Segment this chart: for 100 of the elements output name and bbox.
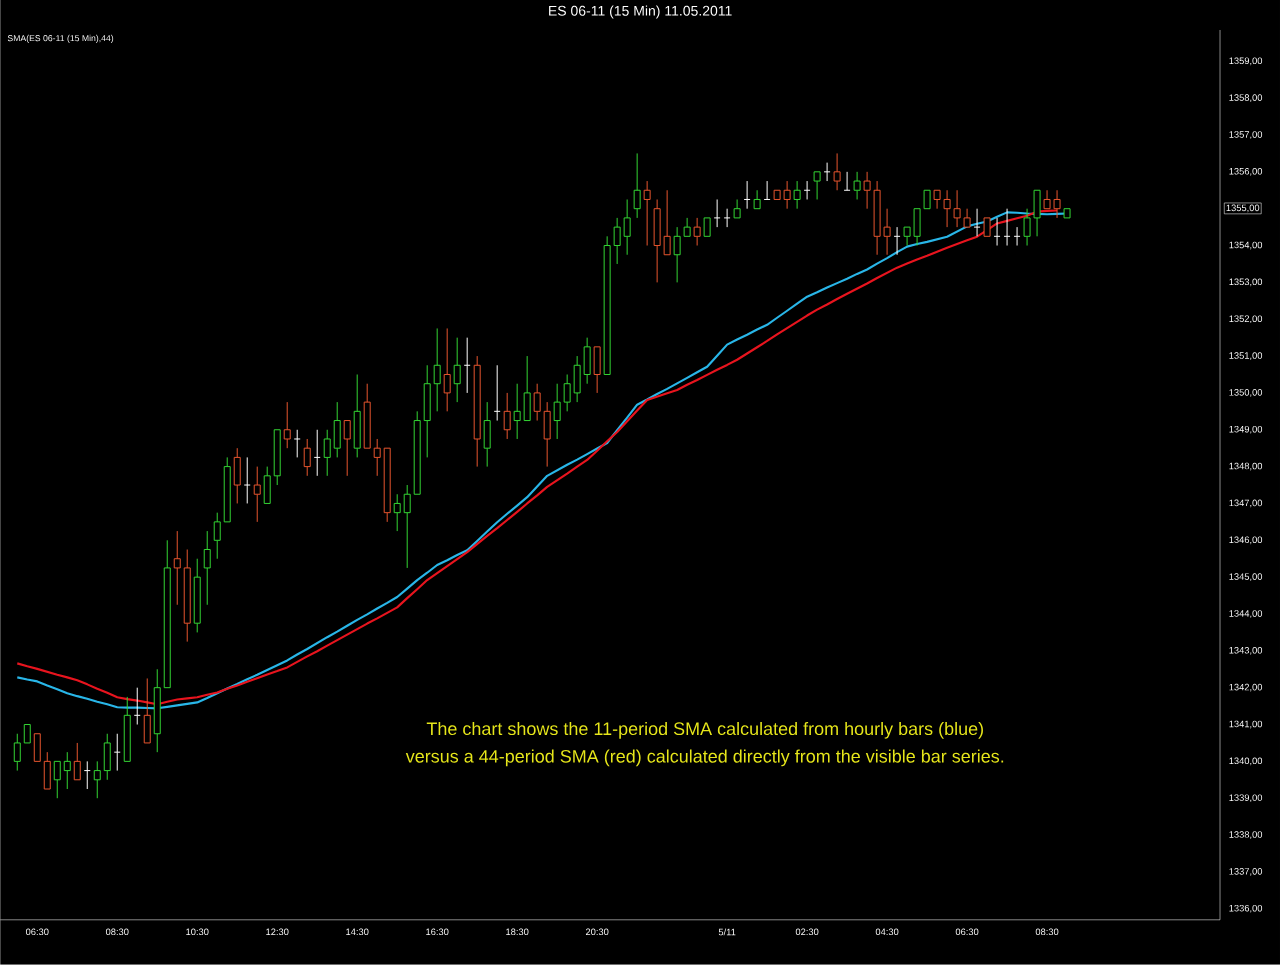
candlestick <box>863 171 871 210</box>
candlestick <box>753 189 761 210</box>
candlestick <box>773 189 781 201</box>
candlestick <box>183 549 191 643</box>
candlestick <box>413 410 421 495</box>
candlestick <box>813 171 821 201</box>
y-tick-label: 1357,00 <box>1229 131 1263 139</box>
candlestick <box>513 383 521 440</box>
candlestick <box>253 466 261 523</box>
candlestick <box>853 171 861 201</box>
candlestick <box>493 364 501 422</box>
candlestick <box>593 346 601 394</box>
candlestick <box>43 751 51 790</box>
candlestick <box>803 180 811 201</box>
y-tick-label: 1347,00 <box>1229 499 1263 508</box>
y-tick-label: 1342,00 <box>1229 683 1263 692</box>
candlestick <box>913 208 921 247</box>
x-tick-label: 08:30 <box>1035 928 1059 936</box>
candlestick <box>143 678 151 744</box>
candlestick <box>783 180 791 210</box>
candlestick <box>383 447 391 523</box>
candlestick <box>1023 208 1031 247</box>
candlestick <box>583 337 591 385</box>
y-tick-label: 1339,00 <box>1229 794 1263 803</box>
y-tick-label: 1346,00 <box>1229 536 1263 545</box>
candlestick <box>303 438 311 477</box>
candlestick <box>543 401 551 468</box>
candlestick <box>153 668 161 753</box>
candlestick <box>943 189 951 228</box>
candlestick <box>613 217 621 265</box>
candlestick <box>23 724 31 744</box>
y-tick-label: 1352,00 <box>1229 315 1263 324</box>
candlestick <box>263 466 271 505</box>
candlestick <box>323 429 331 477</box>
candlestick <box>1043 189 1051 210</box>
candlestick <box>293 429 301 458</box>
candlestick <box>233 447 241 505</box>
candlestick <box>173 530 181 606</box>
x-tick-label: 20:30 <box>585 928 609 936</box>
candlestick <box>473 355 481 468</box>
annotation: The chart shows the 11-period SMA calculated from hourly bars (blue) <box>426 721 983 739</box>
candlestick <box>203 530 211 606</box>
candlestick <box>983 217 991 237</box>
candlestick <box>843 171 851 191</box>
candlestick <box>703 217 711 237</box>
candlestick <box>313 429 321 477</box>
y-tick-label: 1345,00 <box>1229 573 1263 582</box>
candlestick <box>453 337 461 403</box>
candlestick <box>883 208 891 256</box>
candlestick <box>123 696 131 762</box>
candlestick <box>443 328 451 412</box>
candlestick <box>623 199 631 256</box>
y-tick-label: 1338,00 <box>1229 831 1263 840</box>
y-tick-label: 1359,00 <box>1229 57 1263 66</box>
candlestick <box>653 199 661 283</box>
candlestick <box>133 687 141 726</box>
y-tick-label: 1354,00 <box>1229 241 1263 250</box>
candlestick <box>483 401 491 468</box>
y-tick-label: 1344,00 <box>1229 610 1263 618</box>
candlestick <box>693 217 701 247</box>
candlestick <box>733 199 741 219</box>
candlestick <box>793 180 801 210</box>
chart-title: ES 06-11 (15 Min) 11.05.2011 <box>549 5 732 19</box>
candlestick <box>533 383 541 422</box>
candlestick <box>683 217 691 237</box>
candlestick <box>723 208 731 228</box>
x-tick-label: 02:30 <box>795 928 819 936</box>
y-tick-label: 1336,00 <box>1229 905 1263 913</box>
candlestick <box>273 429 281 486</box>
candlestick <box>403 484 411 569</box>
candlestick <box>33 733 41 762</box>
candlestick <box>973 208 981 237</box>
x-tick-label: 06:30 <box>955 928 979 936</box>
x-tick-label: 14:30 <box>346 928 369 936</box>
candlestick <box>163 539 171 689</box>
candlestick <box>1053 189 1061 219</box>
candlestick <box>103 733 111 781</box>
candlestick <box>1063 208 1071 219</box>
candlestick <box>363 383 371 449</box>
y-tick-label: 1341,00 <box>1229 720 1263 729</box>
x-tick-label: 08:30 <box>105 928 129 936</box>
candlestick <box>113 733 121 772</box>
x-tick-label: 04:30 <box>875 928 899 936</box>
y-tick-label: 1353,00 <box>1229 278 1263 287</box>
annotation: versus a 44-period SMA (red) calculated directly from the visible bar series. <box>405 749 1004 767</box>
y-tick-label: 1350,00 <box>1229 389 1263 397</box>
y-tick-label: 1348,00 <box>1229 462 1263 471</box>
candlestick <box>763 180 771 201</box>
candlestick <box>603 235 611 376</box>
candlestick <box>633 153 641 219</box>
candlestick <box>13 733 21 772</box>
y-tick-label: 1349,00 <box>1229 426 1263 434</box>
candlestick <box>373 438 381 477</box>
candlestick <box>223 456 231 523</box>
candlestick <box>73 742 81 781</box>
x-tick-label: 06:30 <box>25 928 49 936</box>
candlestick <box>673 226 681 283</box>
candlestick <box>663 189 671 256</box>
candlestick <box>713 199 721 228</box>
candlestick <box>963 208 971 228</box>
